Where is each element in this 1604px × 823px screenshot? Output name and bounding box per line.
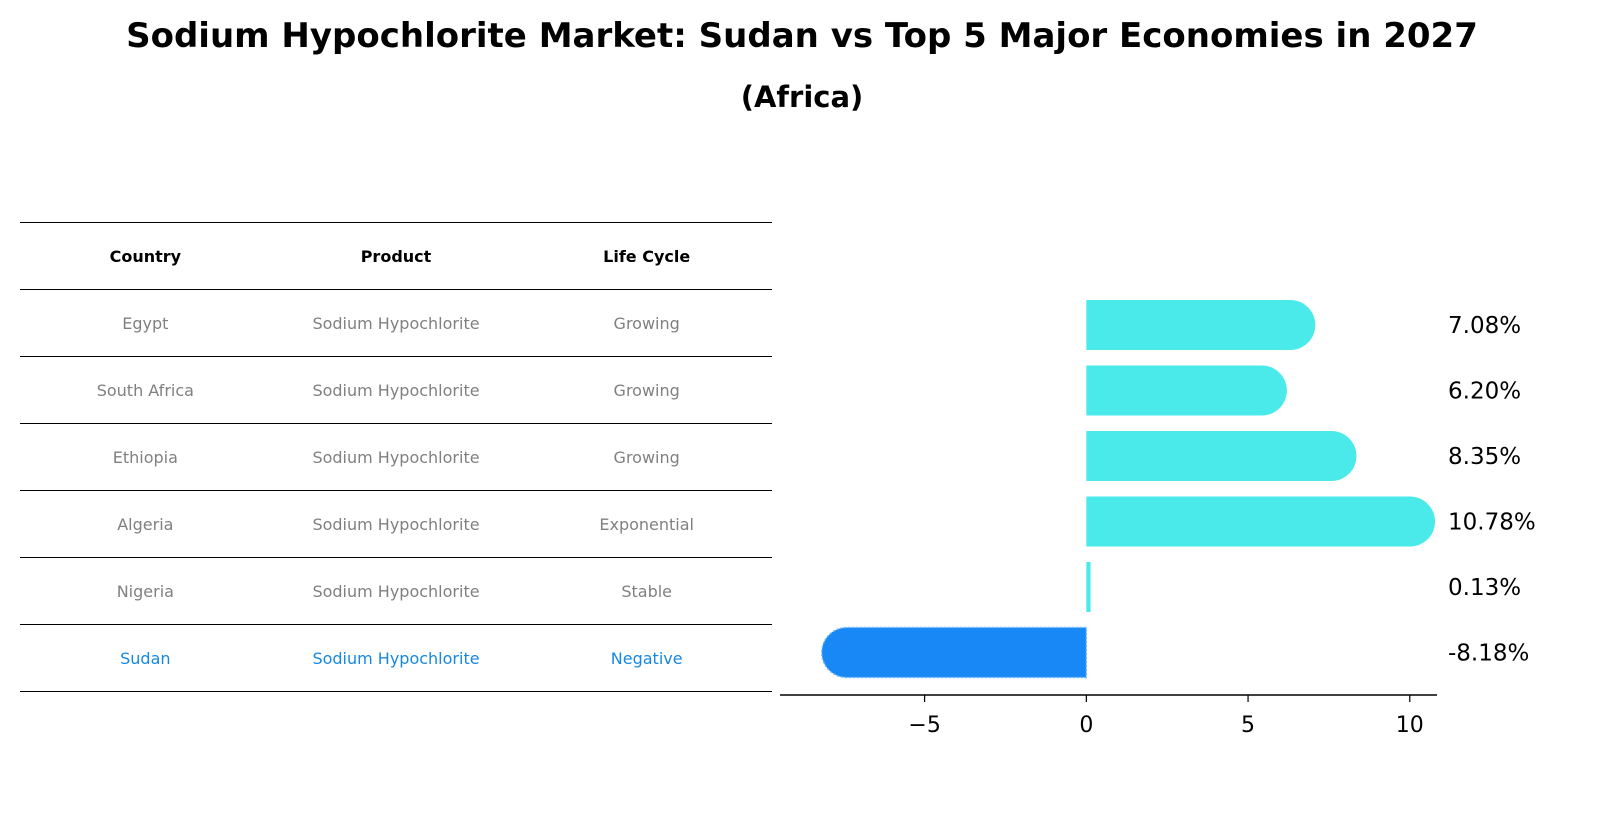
bar-ethiopia — [1086, 431, 1357, 481]
table-row: Ethiopia Sodium Hypochlorite Growing — [20, 424, 772, 491]
cell-life-cycle: Growing — [613, 447, 680, 467]
value-label: 8.35% — [1448, 444, 1521, 470]
cell-product: Sodium Hypochlorite — [312, 313, 480, 333]
cell-country: Nigeria — [116, 581, 174, 601]
cell-life-cycle: Growing — [613, 380, 680, 400]
table-row: Algeria Sodium Hypochlorite Exponential — [20, 491, 772, 558]
table-row: South Africa Sodium Hypochlorite Growing — [20, 357, 772, 424]
bar-south-africa — [1086, 365, 1287, 416]
chart-title: Sodium Hypochlorite Market: Sudan vs Top… — [126, 16, 1478, 56]
cell-life-cycle: Growing — [613, 313, 680, 333]
table-row: Egypt Sodium Hypochlorite Growing — [20, 290, 772, 357]
cell-country: Sudan — [120, 648, 171, 668]
value-label: 6.20% — [1448, 379, 1521, 405]
x-tick-label: 10 — [1396, 713, 1424, 738]
cell-life-cycle: Negative — [610, 648, 683, 668]
bar-egypt — [1086, 300, 1316, 350]
cell-country: Egypt — [122, 313, 169, 333]
table-row-highlighted: Sudan Sodium Hypochlorite Negative — [20, 625, 772, 692]
cell-life-cycle: Stable — [621, 581, 673, 601]
value-label: 10.78% — [1448, 510, 1536, 536]
header-life-cycle: Life Cycle — [603, 246, 691, 266]
cell-product: Sodium Hypochlorite — [312, 581, 480, 601]
cell-life-cycle: Exponential — [599, 514, 694, 534]
bar-algeria — [1086, 496, 1436, 547]
cell-country: South Africa — [96, 380, 194, 400]
table-row: Nigeria Sodium Hypochlorite Stable — [20, 558, 772, 625]
x-tick-label: −5 — [908, 713, 940, 738]
market-table: Country Product Life Cycle Egypt Sodium … — [20, 222, 772, 692]
value-label: 7.08% — [1448, 313, 1521, 339]
cell-product: Sodium Hypochlorite — [312, 380, 480, 400]
cell-country: Ethiopia — [112, 447, 178, 467]
bar-sudan — [821, 626, 1088, 679]
value-label: -8.18% — [1448, 641, 1529, 667]
cell-product: Sodium Hypochlorite — [312, 514, 480, 534]
x-tick-label: 5 — [1241, 713, 1255, 738]
bar-nigeria — [1086, 562, 1091, 612]
chart-subtitle: (Africa) — [740, 80, 864, 114]
cell-product: Sodium Hypochlorite — [312, 447, 480, 467]
bar-chart: 7.08% 6.20% 8.35% 10.78% 0.13% -8.18% −5 0 5 10 — [780, 300, 1536, 738]
table-header-row: Country Product Life Cycle — [20, 222, 772, 290]
cell-product: Sodium Hypochlorite — [312, 648, 480, 668]
x-tick-label: 0 — [1079, 713, 1093, 738]
header-country: Country — [109, 246, 182, 266]
value-label: 0.13% — [1448, 575, 1521, 601]
cell-country: Algeria — [117, 514, 174, 534]
header-product: Product — [360, 246, 432, 266]
